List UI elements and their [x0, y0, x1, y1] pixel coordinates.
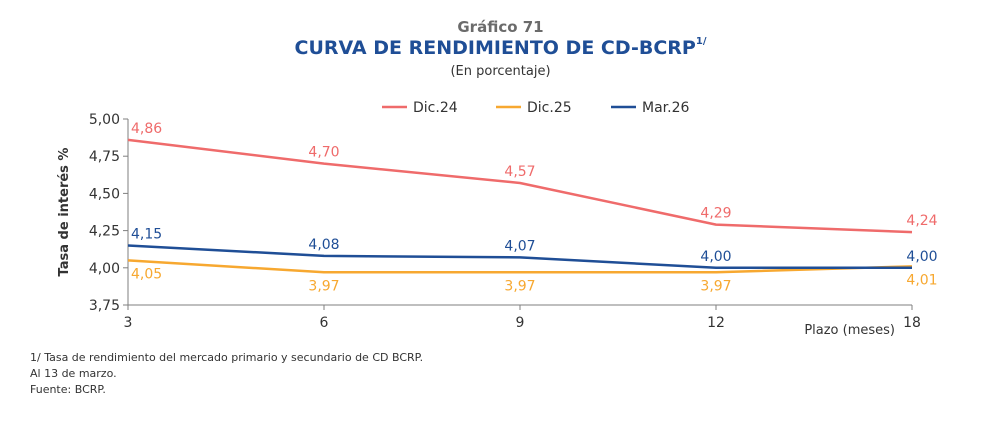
legend-label-Mar.26: Mar.26	[642, 100, 689, 116]
y-tick-label: 4,75	[89, 149, 120, 165]
series-lines	[127, 138, 913, 274]
x-tick-label: 18	[903, 315, 921, 331]
data-label-Dic.25: 4,01	[906, 272, 937, 288]
y-tick-label: 5,00	[89, 112, 120, 128]
x-axis-label: Plazo (meses)	[804, 323, 895, 338]
series-line-Mar.26	[127, 244, 912, 270]
axes: 3,75 4,00 4,25 4,50 4,75 5,00 3 6 9 12 18 Plazo (me…	[57, 112, 921, 338]
data-label-Dic.25: 3,97	[700, 278, 731, 294]
data-label-Dic.24: 4,29	[700, 206, 731, 222]
series-line-Dic.25	[127, 259, 913, 274]
data-label-Mar.26: 4,08	[308, 237, 339, 253]
data-label-Dic.24: 4,86	[131, 121, 162, 137]
legend-label-Dic.25: Dic.25	[527, 100, 572, 116]
data-label-Dic.24: 4,70	[308, 145, 339, 161]
y-tick-label: 4,25	[89, 224, 120, 240]
data-label-Dic.24: 4,57	[504, 164, 535, 180]
chart-subtitle: (En porcentaje)	[450, 64, 551, 79]
x-tick-label: 9	[516, 315, 525, 331]
chart-title: CURVA DE RENDIMIENTO DE CD-BCRP1/	[0, 36, 1001, 59]
footnotes: 1/ Tasa de rendimiento del mercado prima…	[30, 350, 423, 398]
footnote-1: 1/ Tasa de rendimiento del mercado prima…	[30, 351, 424, 364]
y-axis-label: Tasa de interés %	[57, 148, 72, 277]
footnote-source: Fuente: BCRP.	[30, 383, 106, 396]
legend-label-Dic.24: Dic.24	[413, 100, 458, 116]
data-labels: 4,86 4,70 4,57 4,29 4,24 4,05 3,97 3,97 3,97 4,01…	[131, 121, 938, 294]
data-label-Mar.26: 4,07	[504, 238, 535, 254]
y-tick-label: 4,00	[89, 261, 120, 277]
data-label-Dic.25: 3,97	[504, 278, 535, 294]
data-label-Mar.26: 4,15	[131, 226, 162, 242]
chart-title-superscript: 1/	[695, 36, 707, 47]
chart-title-text: CURVA DE RENDIMIENTO DE CD-BCRP	[294, 37, 696, 59]
x-tick-label: 3	[124, 315, 133, 331]
y-tick-label: 4,50	[89, 186, 120, 202]
data-label-Dic.24: 4,24	[906, 213, 937, 229]
y-tick-label: 3,75	[89, 298, 120, 314]
legend: Dic.24 Dic.25 Mar.26	[382, 100, 689, 116]
data-label-Mar.26: 4,00	[700, 249, 731, 265]
data-label-Dic.25: 4,05	[131, 266, 162, 282]
x-tick-label: 6	[320, 315, 329, 331]
footnote-date: Al 13 de marzo.	[30, 367, 117, 380]
chart-number: Gráfico 71	[457, 18, 544, 36]
series-line-Dic.24	[127, 138, 913, 234]
data-label-Mar.26: 4,00	[906, 249, 937, 265]
x-tick-label: 12	[707, 315, 725, 331]
data-label-Dic.25: 3,97	[308, 278, 339, 294]
